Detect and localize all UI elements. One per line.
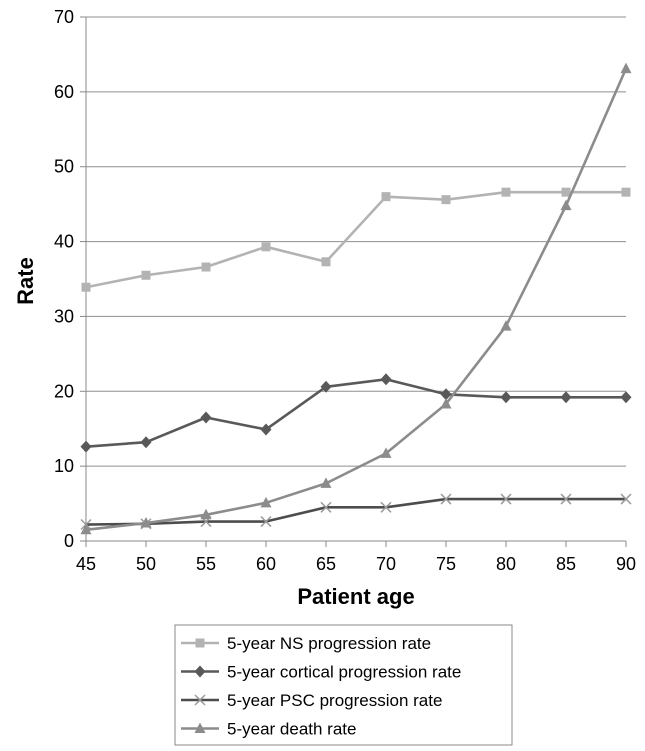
data-point [200,411,212,424]
x-tick-label: 50 [136,554,156,574]
data-point [261,242,271,252]
data-point [320,501,332,513]
x-tick-label: 90 [616,554,636,574]
y-axis-title: Rate [13,257,38,305]
x-axis-title: Patient age [297,584,414,609]
y-tick-label: 0 [64,531,74,551]
y-tick-labels: 0 10 20 30 40 50 60 70 [54,7,86,551]
data-point [620,62,632,74]
data-point [500,391,512,404]
y-tick-label: 50 [54,157,74,177]
x-tick-label: 75 [436,554,456,574]
series-line [85,378,626,448]
series-line [85,497,626,526]
data-point [621,187,631,197]
legend-entry: 5-year PSC progression rate [181,691,442,710]
gridlines [86,16,626,467]
data-point [380,501,392,513]
x-tick-label: 65 [316,554,336,574]
x-tick-label: 80 [496,554,516,574]
legend: 5-year NS progression rate 5-year cortica… [174,624,513,746]
data-point [260,516,272,528]
legend-label: 5-year PSC progression rate [227,691,442,710]
y-tick-label: 40 [54,232,74,252]
y-tick-label: 60 [54,82,74,102]
legend-marker [194,722,206,733]
data-point [440,388,452,401]
data-point [500,320,512,331]
data-point [500,493,512,505]
data-point [381,192,391,202]
data-point [380,373,392,386]
data-point [440,493,452,505]
legend-marker [194,665,206,678]
y-tick-label: 30 [54,306,74,326]
data-point [81,282,91,292]
series-4 [80,62,632,535]
data-point [560,199,572,211]
series-3 [80,493,632,531]
data-point [80,523,92,535]
y-tick-label: 70 [54,7,74,27]
data-point [140,436,152,449]
data-point [501,187,511,197]
data-point [380,447,392,458]
legend-box [174,624,513,746]
x-tick-label: 45 [76,554,96,574]
data-point [140,517,152,528]
data-point [141,270,151,280]
data-point [620,493,632,505]
legend-entry: 5-year cortical progression rate [181,663,461,682]
y-tick-label: 10 [54,456,74,476]
legend-label: 5-year death rate [227,720,356,739]
legend-marker [194,694,206,706]
legend-entry: 5-year NS progression rate [181,634,431,653]
data-point [80,440,92,453]
x-tick-label: 70 [376,554,396,574]
x-tick-label: 60 [256,554,276,574]
data-point [560,493,572,505]
data-point [200,508,212,520]
data-point [260,496,272,508]
y-tick-label: 20 [54,381,74,401]
data-point [260,423,272,436]
data-point [440,398,452,409]
legend-label: 5-year cortical progression rate [227,663,461,682]
legend-entry: 5-year death rate [181,720,356,739]
series-line [85,68,628,532]
series-line [85,190,626,289]
data-point [320,380,332,393]
data-point [561,187,571,197]
data-point [620,391,632,404]
series-1 [81,187,631,292]
series-2 [80,373,632,453]
x-tick-label: 55 [196,554,216,574]
x-tick-labels: 45 50 55 60 65 70 75 80 85 90 [76,541,636,574]
data-point [560,391,572,404]
data-point [441,195,451,205]
x-tick-label: 85 [556,554,576,574]
legend-items: 5-year NS progression rate 5-year cortica… [181,634,461,739]
axes [85,17,626,542]
legend-marker [195,638,205,648]
series [80,62,632,535]
data-point [320,477,332,488]
data-point [201,262,211,272]
data-point [321,257,331,267]
legend-label: 5-year NS progression rate [227,634,431,653]
